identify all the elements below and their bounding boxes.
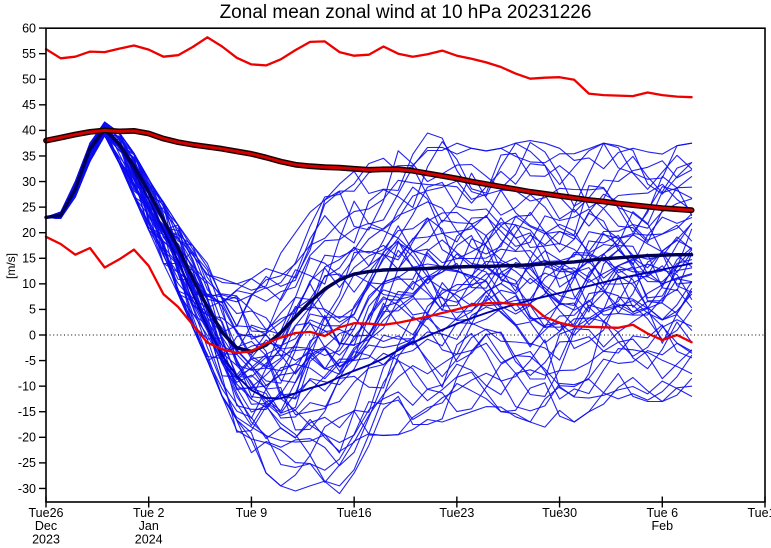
x-tick-label: Tue 6 [647, 506, 679, 520]
y-tick-label: 40 [22, 124, 36, 138]
x-tick-label: 2023 [32, 532, 60, 546]
ensemble-members [45, 121, 693, 495]
thick-dark-red-line [43, 127, 695, 214]
y-tick-label: 55 [22, 47, 36, 61]
y-tick-label: 0 [29, 328, 36, 342]
x-tick-label: Tue 9 [236, 506, 268, 520]
y-tick-label: 50 [22, 73, 36, 87]
ensemble-mean-line [44, 127, 694, 354]
upper-red-line [44, 36, 693, 99]
axis-frame [45, 27, 766, 503]
y-tick-label: -15 [18, 405, 36, 419]
y-tick-label: 45 [22, 98, 36, 112]
x-tick-label: Tue30 [542, 506, 577, 520]
y-tick-label: 10 [22, 277, 36, 291]
y-tick-label: -5 [25, 354, 36, 368]
x-tick-label: Tue 2 [133, 506, 165, 520]
y-axis-label: [m/s] [4, 253, 18, 279]
y-tick-label: 5 [29, 303, 36, 317]
x-tick-label: Dec [35, 519, 57, 533]
x-tick-label: Feb [652, 519, 674, 533]
y-tick-label: -10 [18, 379, 36, 393]
y-tick-label: -30 [18, 482, 36, 496]
y-tick-label: 60 [22, 21, 36, 35]
y-tick-label: 30 [22, 175, 36, 189]
y-tick-label: 15 [22, 252, 36, 266]
x-tick-label: Tue16 [337, 506, 372, 520]
y-tick-label: 20 [22, 226, 36, 240]
x-tick-label: Jan [139, 519, 159, 533]
chart-title: Zonal mean zonal wind at 10 hPa 20231226 [219, 2, 592, 23]
secondary-dark-blue-line [45, 129, 693, 400]
lower-red-line [44, 235, 693, 355]
y-axis-ticks: 605550454035302520151050-5-10-15-20-25-3… [18, 21, 46, 496]
y-tick-label: -20 [18, 431, 36, 445]
x-tick-label: Tue26 [29, 506, 64, 520]
x-tick-label: 2024 [135, 532, 163, 546]
x-tick-label: Tue13 [748, 506, 771, 520]
y-tick-label: 35 [22, 149, 36, 163]
y-tick-label: 25 [22, 200, 36, 214]
x-tick-label: Tue23 [439, 506, 474, 520]
y-tick-label: -25 [18, 456, 36, 470]
